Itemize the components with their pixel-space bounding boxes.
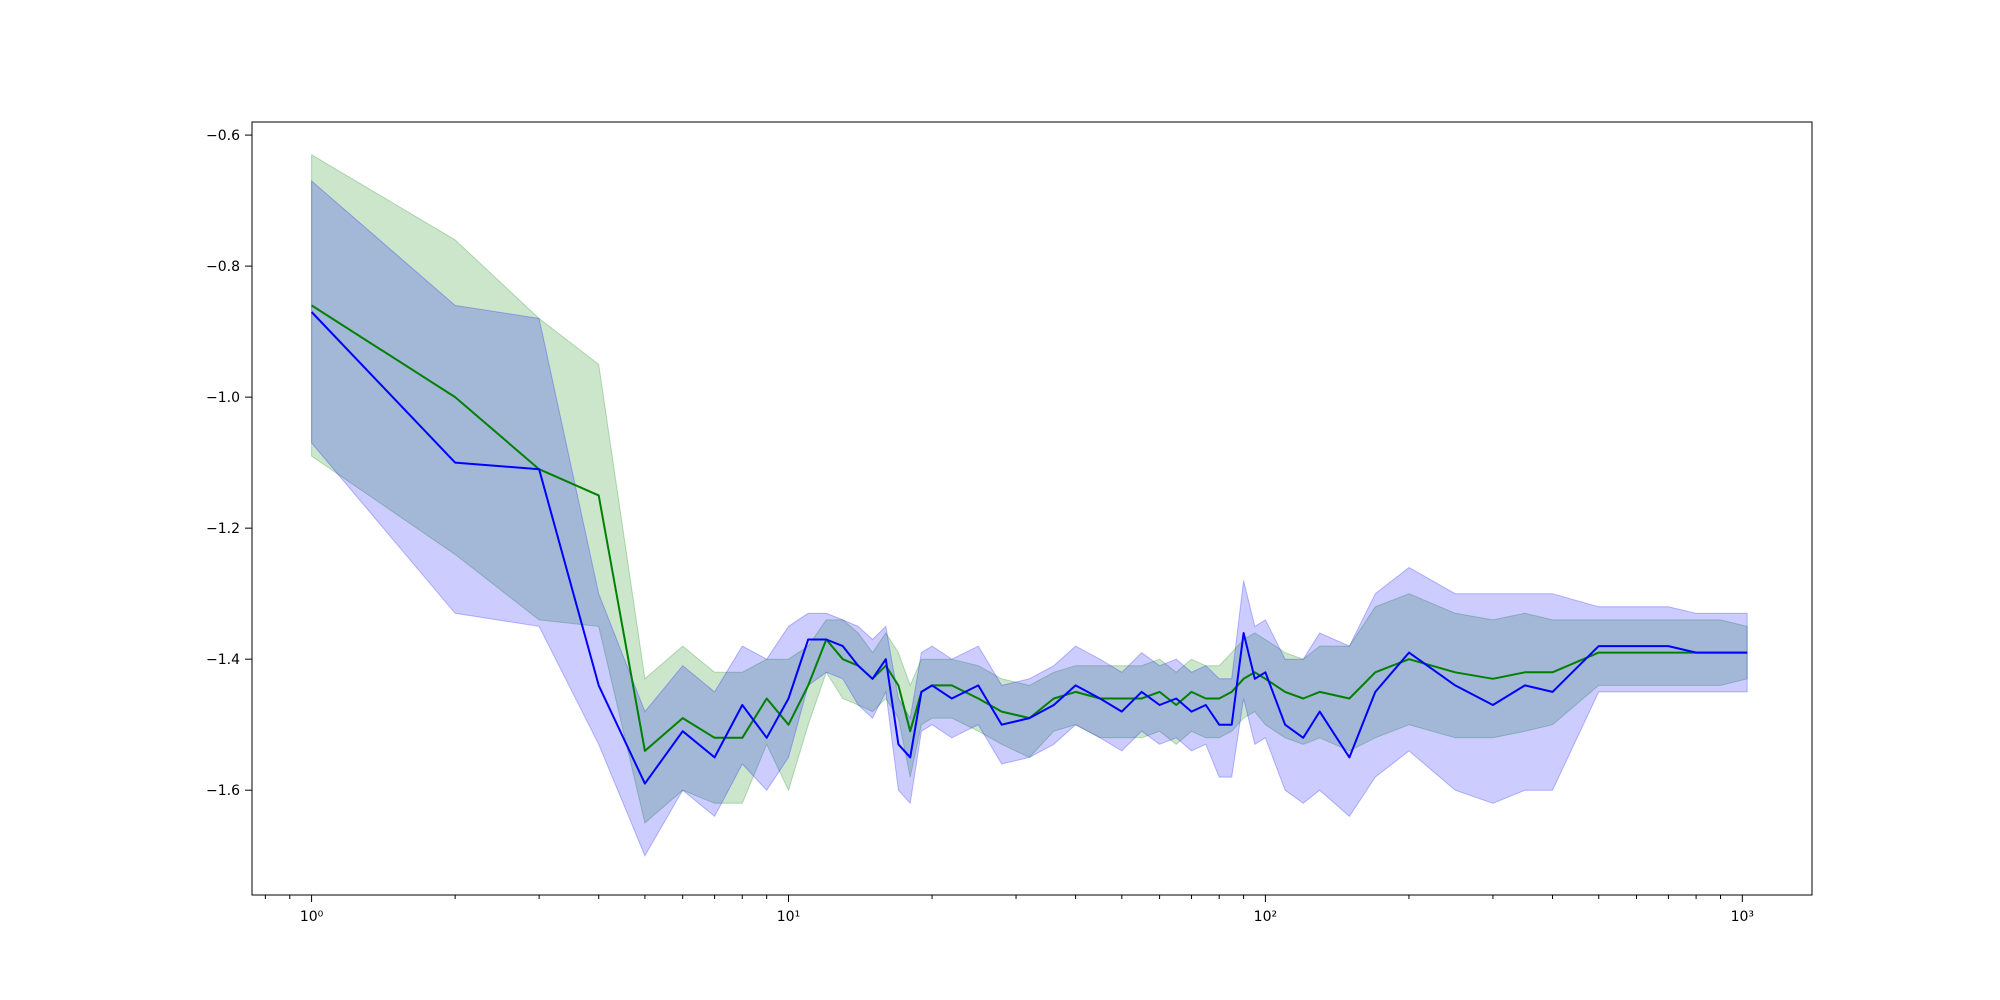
y-axis: −0.6 −0.8 −1.0 −1.2 −1.4 −1.6 [206, 128, 252, 799]
line-series-2 [310, 311, 1748, 785]
band-series-1 [311, 153, 1748, 824]
series-lines [310, 304, 1748, 785]
x-axis: 10⁰ 10¹ 10² 10³ [264, 895, 1754, 925]
x-tick-label: 10⁰ [300, 909, 324, 925]
line-series-1 [311, 304, 1748, 752]
x-tick-label: 10² [1254, 909, 1277, 925]
x-tick-label: 10¹ [777, 909, 800, 925]
y-tick-label: −1.2 [206, 521, 240, 537]
y-tick-label: −1.4 [206, 652, 240, 668]
y-tick-label: −0.6 [206, 128, 240, 144]
confidence-bands [311, 153, 1748, 857]
y-tick-label: −1.0 [206, 390, 240, 406]
band-series-2 [311, 179, 1748, 857]
plot-frame [251, 121, 1813, 896]
x-tick-label: 10³ [1731, 909, 1754, 925]
y-tick-label: −0.8 [206, 259, 240, 275]
y-tick-label: −1.6 [206, 783, 240, 799]
